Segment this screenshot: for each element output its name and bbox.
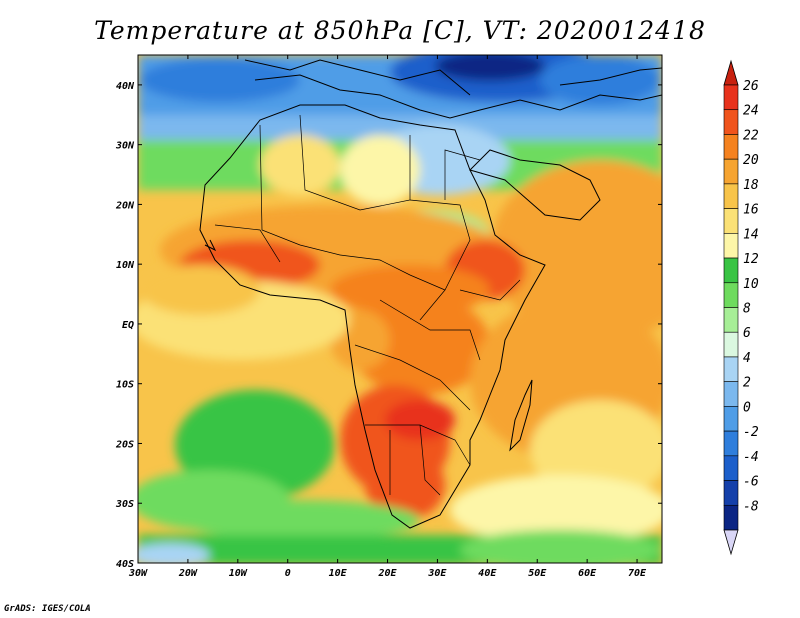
colorbar-swatch bbox=[723, 208, 739, 234]
colorbar-label: 20 bbox=[743, 153, 759, 168]
colorbar-swatch bbox=[723, 257, 739, 284]
lon-tick-label: 50E bbox=[528, 568, 547, 579]
colorbar-label: 24 bbox=[743, 104, 759, 119]
map-title: Temperature at 850hPa [C], VT: 202001241… bbox=[94, 16, 706, 45]
colorbar-top-arrow bbox=[723, 59, 739, 86]
latitude-axis: 40N 30N 20N 10N EQ 10S 20S 30S 40S bbox=[115, 81, 662, 570]
colorbar-label: 6 bbox=[743, 326, 751, 341]
temperature-field bbox=[138, 55, 662, 563]
colorbar-swatch bbox=[723, 84, 739, 111]
lat-tick-label: 20N bbox=[115, 200, 135, 211]
colorbar-swatch bbox=[723, 504, 739, 531]
colorbar-label: 10 bbox=[743, 277, 759, 292]
colorbar-swatch bbox=[723, 134, 739, 160]
lon-tick-label: 60E bbox=[578, 568, 597, 579]
colorbar-swatch bbox=[723, 109, 739, 135]
coastlines bbox=[199, 59, 662, 529]
colorbar-label: -8 bbox=[743, 499, 759, 514]
colorbar-label: -2 bbox=[743, 425, 759, 440]
colorbar-swatch bbox=[723, 233, 739, 259]
lat-tick-label: 20S bbox=[115, 439, 134, 450]
colorbar-swatch bbox=[723, 430, 739, 457]
colorbar-label: 2 bbox=[743, 376, 751, 391]
colorbar-swatch bbox=[723, 480, 739, 506]
lat-tick-label: 10N bbox=[116, 260, 135, 271]
colorbar-label: -6 bbox=[743, 475, 759, 490]
colorbar-swatch bbox=[723, 455, 739, 481]
lon-tick-label: 30E bbox=[427, 568, 447, 579]
colorbar-label: 4 bbox=[743, 351, 751, 366]
colorbar-label: 18 bbox=[743, 178, 759, 193]
lon-tick-label: 20E bbox=[377, 568, 397, 579]
lon-tick-label: 40E bbox=[478, 568, 497, 579]
colorbar-swatch bbox=[723, 406, 739, 432]
lon-tick-label: 30W bbox=[128, 568, 148, 579]
colorbar-swatch bbox=[723, 183, 739, 209]
lon-tick-label: 10W bbox=[229, 568, 248, 579]
colorbar-label: 0 bbox=[743, 400, 751, 415]
map-frame bbox=[137, 54, 663, 564]
colorbar-swatch bbox=[723, 381, 739, 407]
lon-tick-label: 20W bbox=[178, 568, 198, 579]
lat-tick-label: 10S bbox=[116, 380, 134, 391]
lon-tick-label: 0 bbox=[285, 568, 291, 579]
colorbar-swatch bbox=[723, 158, 739, 185]
lon-tick-label: 10E bbox=[329, 568, 348, 579]
colorbar-swatch bbox=[723, 282, 739, 308]
colorbar-swatch bbox=[723, 331, 739, 358]
colorbar-label: -4 bbox=[743, 450, 759, 465]
country-borders bbox=[214, 114, 521, 496]
colorbar-label: 8 bbox=[743, 302, 751, 317]
colorbar-swatch bbox=[723, 307, 739, 333]
colorbar-label: 22 bbox=[743, 128, 759, 143]
colorbar-label: 16 bbox=[743, 203, 759, 218]
lon-tick-label: 70E bbox=[628, 568, 647, 579]
lat-tick-label: EQ bbox=[122, 320, 134, 331]
lat-tick-label: 40S bbox=[116, 559, 134, 570]
lat-tick-label: 40N bbox=[116, 81, 135, 92]
colorbar-label: 26 bbox=[743, 79, 759, 94]
lat-tick-label: 30N bbox=[115, 141, 135, 152]
colorbar-label: 12 bbox=[743, 252, 759, 267]
lat-tick-label: 30S bbox=[115, 499, 134, 510]
longitude-axis: 30W 20W 10W 0 10E 20E 30E 40E 50E 60E 70E bbox=[128, 55, 647, 579]
colorbar-swatch bbox=[723, 356, 739, 382]
grads-credit: GrADS: IGES/COLA bbox=[4, 604, 91, 614]
colorbar-label: 14 bbox=[743, 227, 759, 242]
colorbar-bottom-arrow bbox=[723, 529, 739, 556]
